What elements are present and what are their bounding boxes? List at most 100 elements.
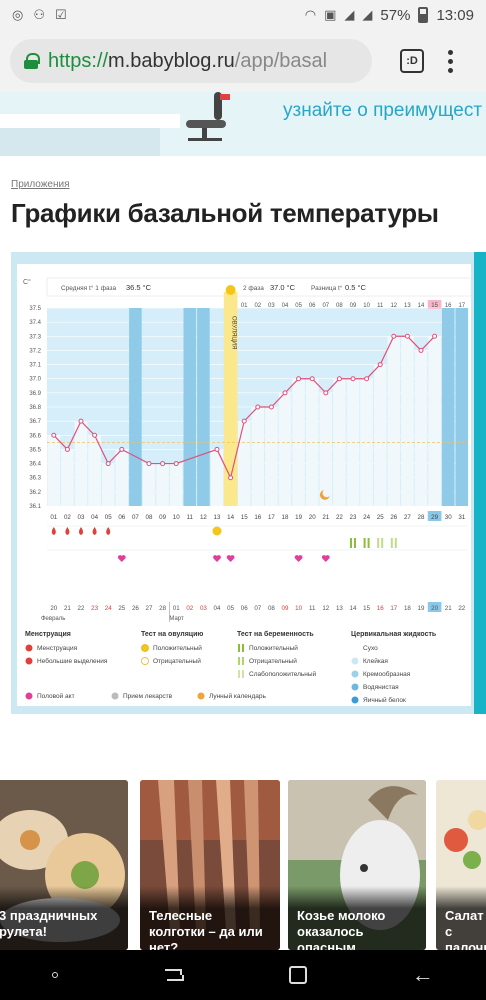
temp-bar	[373, 364, 387, 506]
legend-item: Положительный	[249, 644, 298, 652]
home-button-icon[interactable]	[289, 966, 308, 984]
category-link[interactable]: Приложения	[11, 179, 70, 190]
sim-icon: ▣	[324, 7, 337, 22]
phase2-day-label: 14	[418, 303, 425, 309]
temp-bar	[115, 449, 129, 506]
temperature-point	[146, 461, 152, 467]
status-bar: ◎ ⚇ ☑ ◠ ▣ ◢ ◢ 57% 13:09	[0, 0, 486, 30]
legend-marker	[141, 644, 149, 652]
x-day-label: 20	[309, 514, 316, 521]
moon-calendar-icon	[319, 490, 330, 500]
intercourse-heart-icon	[321, 555, 330, 562]
card-rolls[interactable]: 3 праздничных рулета!	[0, 780, 128, 950]
temperature-point	[404, 333, 410, 339]
back-arrow-icon[interactable]: ←	[411, 962, 434, 987]
temperature-point	[296, 376, 302, 382]
legend-title: Менструация	[25, 631, 71, 638]
x-day-label: 23	[350, 514, 357, 521]
x-day-label: 09	[159, 514, 166, 521]
temperature-point	[282, 390, 288, 396]
temperature-point	[309, 376, 315, 382]
y-tick-label: 36.8	[29, 405, 41, 411]
phase2-day-label: 06	[309, 303, 316, 309]
assistant-dot-icon[interactable]	[52, 972, 59, 978]
temp-bar	[387, 336, 401, 506]
phase2-day-label: 01	[241, 303, 248, 309]
legend-item: Яичный белок	[363, 696, 406, 704]
phase2-day-label: 04	[282, 303, 289, 309]
side-edge-strip	[474, 252, 486, 714]
bottom-day-label: 04	[214, 605, 221, 612]
phase2-day-label: 09	[350, 303, 357, 309]
bottom-day-label: 16	[377, 605, 384, 612]
ovulation-column	[223, 292, 238, 506]
phase2-day-label: 11	[377, 303, 384, 309]
legend-title: Тест на овуляцию	[141, 631, 203, 638]
legend-marker	[242, 670, 244, 678]
signal-icon: ◢	[344, 7, 355, 22]
bottom-day-label: 23	[91, 605, 98, 612]
x-day-label: 01	[50, 514, 57, 521]
x-day-label: 24	[363, 514, 370, 521]
y-tick-label: 37.3	[29, 334, 41, 340]
bbt-chart: C° Средняя t° 1 фаза 36.5 °C 2 фаза 37.0 °C Р…	[17, 264, 472, 706]
bbt-chart-svg: C° Средняя t° 1 фаза 36.5 °C 2 фаза 37.0 °C Р…	[23, 277, 472, 704]
menstruation-drop-icon	[51, 527, 56, 535]
bottom-day-label: 12	[322, 605, 329, 612]
temp-bar	[265, 407, 278, 506]
url-scheme: https://	[48, 49, 109, 72]
url-path: /app/basal	[234, 49, 328, 72]
card-goat-milk[interactable]: Козье молоко оказалось опасным	[288, 780, 426, 950]
legend-marker	[238, 670, 240, 678]
legend-marker	[351, 644, 359, 652]
legend-title: Тест на беременность	[237, 630, 314, 638]
y-tick-label: 36.3	[29, 476, 41, 482]
phase2-label: 2 фаза	[243, 285, 264, 292]
y-tick-label: 36.6	[29, 433, 41, 439]
card-tights[interactable]: Телесные колготки – да или нет?	[140, 780, 280, 950]
x-day-label: 30	[445, 514, 452, 521]
bottom-day-label: 22	[78, 605, 85, 612]
x-day-label: 13	[214, 514, 221, 521]
x-day-label: 22	[336, 514, 343, 521]
clock: 13:09	[436, 6, 474, 24]
battery-percent: 57%	[380, 6, 411, 24]
x-day-label: 10	[173, 514, 180, 521]
temperature-point	[119, 446, 125, 452]
bottom-day-label: 01	[173, 605, 180, 612]
temp-bar	[156, 463, 169, 506]
temperature-point	[160, 461, 166, 467]
legend-marker	[25, 644, 33, 652]
bottom-day-label: 18	[404, 605, 411, 612]
legend-item: Клейкая	[363, 657, 388, 665]
phase2-day-label: 13	[404, 303, 411, 309]
url-field[interactable]: https://m.babyblog.ru/app/basal	[10, 39, 372, 83]
legend-marker	[351, 696, 359, 704]
pregnancy-test-icon	[367, 538, 370, 548]
tabs-button[interactable]: :D	[400, 49, 424, 73]
legend-item: Положительный	[153, 644, 202, 652]
card-salad[interactable]: Салат с палочк овощам	[436, 780, 486, 950]
bottom-day-label: 25	[118, 605, 125, 612]
phase2-day-label: 02	[254, 303, 261, 309]
x-day-label: 19	[295, 514, 302, 521]
legend-item: Отрицательный	[249, 657, 297, 665]
x-day-label: 11	[187, 514, 194, 521]
pregnancy-test-icon	[394, 538, 397, 548]
bottom-day-label: 02	[186, 605, 193, 612]
wifi-icon: ◠	[304, 7, 317, 22]
missing-day-bar	[455, 308, 469, 506]
temp-bar	[47, 435, 61, 506]
chair-illustration	[186, 92, 230, 141]
promo-banner[interactable]: узнайте о преимущест	[0, 92, 486, 156]
legend-marker	[141, 657, 149, 665]
y-tick-label: 36.9	[29, 391, 41, 397]
card-caption: Салат с палочк овощам	[436, 886, 486, 950]
pregnancy-test-icon	[377, 538, 380, 548]
x-day-label: 14	[227, 514, 234, 521]
phase1-value: 36.5 °C	[126, 283, 152, 292]
recent-apps-icon[interactable]	[163, 968, 185, 982]
page-title: Графики базальной температуры	[11, 198, 439, 228]
overflow-menu-button[interactable]	[448, 49, 453, 73]
bbt-chart-card: C° Средняя t° 1 фаза 36.5 °C 2 фаза 37.0 °C Р…	[11, 252, 475, 714]
